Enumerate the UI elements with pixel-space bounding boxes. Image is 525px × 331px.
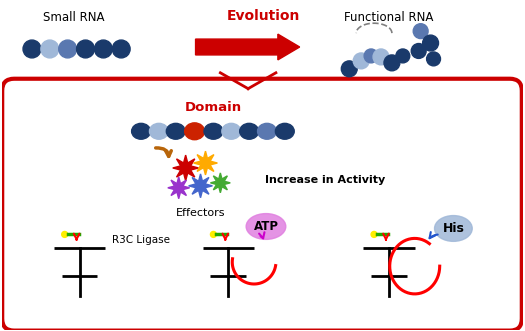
Ellipse shape <box>23 40 41 58</box>
FancyBboxPatch shape <box>2 79 522 331</box>
Ellipse shape <box>59 40 77 58</box>
Ellipse shape <box>185 123 205 140</box>
Polygon shape <box>173 155 198 181</box>
Text: Increase in Activity: Increase in Activity <box>265 175 385 185</box>
Ellipse shape <box>204 123 223 139</box>
Ellipse shape <box>166 123 185 139</box>
Ellipse shape <box>94 40 112 58</box>
Polygon shape <box>168 177 190 199</box>
Text: His: His <box>443 222 464 235</box>
Ellipse shape <box>341 61 357 77</box>
Ellipse shape <box>112 40 130 58</box>
Ellipse shape <box>41 40 59 58</box>
Ellipse shape <box>246 213 286 239</box>
Ellipse shape <box>427 52 440 66</box>
Ellipse shape <box>423 35 438 51</box>
Text: Domain: Domain <box>185 101 242 114</box>
Ellipse shape <box>373 49 389 65</box>
Text: Small RNA: Small RNA <box>43 11 104 24</box>
Ellipse shape <box>258 123 276 139</box>
Ellipse shape <box>435 215 472 241</box>
Ellipse shape <box>364 49 378 63</box>
Ellipse shape <box>396 49 410 63</box>
Ellipse shape <box>132 123 151 139</box>
Ellipse shape <box>413 24 428 39</box>
Ellipse shape <box>77 40 94 58</box>
Polygon shape <box>188 174 213 198</box>
Ellipse shape <box>211 231 216 237</box>
Text: Evolution: Evolution <box>226 9 300 23</box>
Ellipse shape <box>222 123 240 139</box>
Text: Functional RNA: Functional RNA <box>344 11 434 24</box>
Ellipse shape <box>353 53 369 69</box>
Polygon shape <box>194 151 217 175</box>
Ellipse shape <box>384 55 400 71</box>
Ellipse shape <box>240 123 258 139</box>
Ellipse shape <box>411 44 426 58</box>
Ellipse shape <box>276 123 294 139</box>
Ellipse shape <box>371 231 377 237</box>
Polygon shape <box>211 173 230 193</box>
FancyArrow shape <box>196 34 300 60</box>
Text: Effectors: Effectors <box>176 208 225 218</box>
Ellipse shape <box>62 231 68 237</box>
Text: R3C Ligase: R3C Ligase <box>112 235 170 245</box>
Ellipse shape <box>150 123 169 139</box>
Text: ATP: ATP <box>254 220 278 233</box>
